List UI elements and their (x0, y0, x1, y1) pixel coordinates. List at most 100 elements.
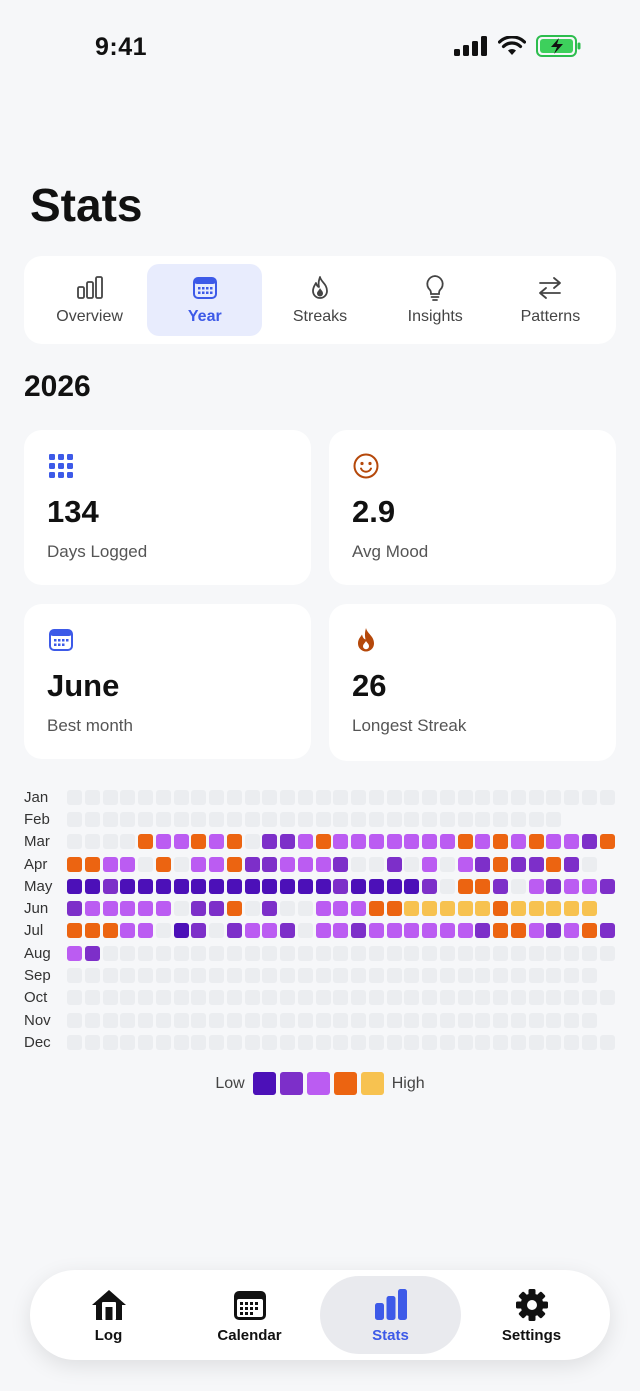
day-cell[interactable] (226, 923, 242, 939)
day-cell[interactable] (67, 811, 82, 827)
day-cell[interactable] (84, 811, 100, 827)
day-cell[interactable] (209, 789, 224, 805)
day-cell[interactable] (439, 834, 455, 850)
day-cell[interactable] (67, 856, 82, 872)
day-cell[interactable] (280, 901, 295, 917)
day-cell[interactable] (155, 1034, 171, 1050)
day-cell[interactable] (173, 789, 189, 805)
day-cell[interactable] (120, 834, 136, 850)
day-cell[interactable] (262, 789, 278, 805)
day-cell[interactable] (528, 945, 544, 961)
day-cell[interactable] (351, 878, 366, 894)
day-cell[interactable] (546, 1012, 562, 1028)
day-cell[interactable] (244, 923, 260, 939)
day-cell[interactable] (439, 990, 455, 1006)
day-cell[interactable] (386, 923, 402, 939)
day-cell[interactable] (244, 811, 260, 827)
day-cell[interactable] (138, 1034, 153, 1050)
day-cell[interactable] (386, 834, 402, 850)
day-cell[interactable] (155, 901, 171, 917)
day-cell[interactable] (155, 789, 171, 805)
day-cell[interactable] (315, 878, 331, 894)
day-cell[interactable] (599, 923, 615, 939)
day-cell[interactable] (297, 945, 313, 961)
day-cell[interactable] (138, 878, 153, 894)
day-cell[interactable] (262, 945, 278, 961)
day-cell[interactable] (102, 923, 118, 939)
day-cell[interactable] (67, 1034, 82, 1050)
day-cell[interactable] (173, 968, 189, 984)
day-cell[interactable] (493, 811, 508, 827)
day-cell[interactable] (493, 856, 508, 872)
day-cell[interactable] (138, 789, 153, 805)
day-cell[interactable] (386, 945, 402, 961)
day-cell[interactable] (138, 923, 153, 939)
day-cell[interactable] (404, 923, 420, 939)
day-cell[interactable] (138, 834, 153, 850)
day-cell[interactable] (84, 990, 100, 1006)
day-cell[interactable] (280, 923, 295, 939)
day-cell[interactable] (173, 1012, 189, 1028)
day-cell[interactable] (368, 789, 384, 805)
day-cell[interactable] (439, 923, 455, 939)
day-cell[interactable] (457, 856, 473, 872)
day-cell[interactable] (297, 878, 313, 894)
day-cell[interactable] (155, 856, 171, 872)
day-cell[interactable] (564, 878, 579, 894)
day-cell[interactable] (386, 811, 402, 827)
day-cell[interactable] (155, 990, 171, 1006)
day-cell[interactable] (493, 1034, 508, 1050)
day-cell[interactable] (191, 901, 207, 917)
day-cell[interactable] (226, 878, 242, 894)
day-cell[interactable] (457, 1012, 473, 1028)
day-cell[interactable] (351, 834, 366, 850)
day-cell[interactable] (457, 878, 473, 894)
day-cell[interactable] (439, 901, 455, 917)
day-cell[interactable] (581, 834, 597, 850)
day-cell[interactable] (333, 968, 349, 984)
day-cell[interactable] (173, 1034, 189, 1050)
day-cell[interactable] (493, 1012, 508, 1028)
day-cell[interactable] (475, 1034, 491, 1050)
tab-patterns[interactable]: Patterns (493, 264, 608, 336)
day-cell[interactable] (173, 945, 189, 961)
day-cell[interactable] (422, 1034, 437, 1050)
day-cell[interactable] (528, 1012, 544, 1028)
day-cell[interactable] (404, 1034, 420, 1050)
day-cell[interactable] (226, 968, 242, 984)
day-cell[interactable] (564, 968, 579, 984)
day-cell[interactable] (599, 945, 615, 961)
day-cell[interactable] (439, 856, 455, 872)
day-cell[interactable] (368, 856, 384, 872)
day-cell[interactable] (102, 789, 118, 805)
day-cell[interactable] (422, 1012, 437, 1028)
day-cell[interactable] (67, 968, 82, 984)
day-cell[interactable] (368, 901, 384, 917)
day-cell[interactable] (315, 968, 331, 984)
day-cell[interactable] (457, 834, 473, 850)
day-cell[interactable] (333, 878, 349, 894)
day-cell[interactable] (528, 789, 544, 805)
day-cell[interactable] (120, 990, 136, 1006)
day-cell[interactable] (546, 789, 562, 805)
day-cell[interactable] (244, 834, 260, 850)
day-cell[interactable] (84, 923, 100, 939)
day-cell[interactable] (475, 789, 491, 805)
day-cell[interactable] (351, 923, 366, 939)
day-cell[interactable] (280, 1034, 295, 1050)
day-cell[interactable] (209, 834, 224, 850)
day-cell[interactable] (191, 856, 207, 872)
day-cell[interactable] (84, 789, 100, 805)
day-cell[interactable] (262, 968, 278, 984)
day-cell[interactable] (546, 834, 562, 850)
day-cell[interactable] (67, 945, 82, 961)
day-cell[interactable] (439, 945, 455, 961)
day-cell[interactable] (280, 968, 295, 984)
day-cell[interactable] (155, 1012, 171, 1028)
day-cell[interactable] (333, 1034, 349, 1050)
day-cell[interactable] (209, 878, 224, 894)
day-cell[interactable] (386, 901, 402, 917)
day-cell[interactable] (297, 990, 313, 1006)
day-cell[interactable] (404, 945, 420, 961)
day-cell[interactable] (84, 1034, 100, 1050)
